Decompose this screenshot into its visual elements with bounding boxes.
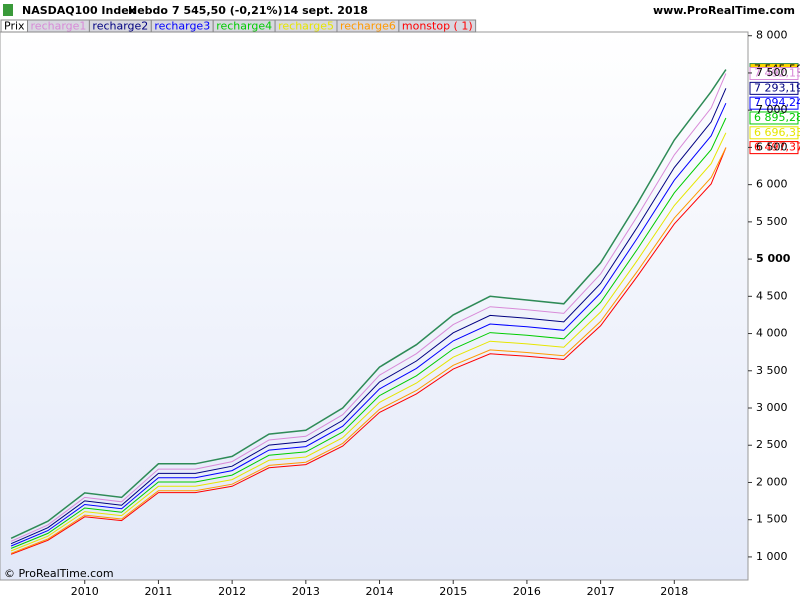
indicator-line (10, 132, 727, 552)
value-label: 6 895,28 (754, 111, 800, 124)
indicator-line (10, 117, 727, 549)
x-tick-label: 2014 (366, 585, 394, 598)
footer: © ProRealTime.com (4, 567, 114, 580)
header-date: 14 sept. 2018 (283, 4, 368, 17)
logo (3, 4, 13, 16)
x-tick-label: 2012 (218, 585, 246, 598)
indicator-line (10, 73, 727, 542)
legend-label: recharge3 (154, 20, 210, 33)
indicator-line (10, 88, 727, 545)
y-tick-label: 1 500 (756, 513, 788, 526)
value-label-box (749, 67, 799, 81)
x-tick-label: 2017 (587, 585, 615, 598)
y-tick-label: 4 500 (756, 289, 788, 302)
price-line (10, 69, 727, 539)
x-tick-label: 2013 (292, 585, 320, 598)
value-label: 6 497,37 (754, 141, 800, 154)
x-tick-label: 2011 (144, 585, 172, 598)
value-label: 7 293,19 (754, 81, 800, 94)
legend-label: recharge6 (340, 20, 396, 33)
y-tick-label: 7 000 (756, 103, 788, 116)
legend-label: recharge4 (216, 20, 272, 33)
header-source: www.ProRealTime.com (653, 4, 795, 17)
legend-label: Prix (4, 20, 25, 33)
value-label: 7 094,24 (754, 96, 800, 109)
legend-label: recharge1 (31, 20, 87, 33)
y-tick-label: 3 000 (756, 401, 788, 414)
x-tick-label: 2018 (660, 585, 688, 598)
y-tick-label: 6 500 (756, 140, 788, 153)
value-label: 7 492,15 (754, 67, 800, 80)
indicator-line (10, 147, 727, 554)
legend: Prix recharge1 recharge2 recharge3 recharge4… (0, 19, 477, 33)
value-label: 6 696,33 (754, 126, 800, 139)
y-tick-label: 6 000 (756, 178, 788, 191)
legend-label: monstop ( 1) (402, 20, 473, 33)
y-tick-label: 2 500 (756, 438, 788, 451)
y-tick-label: 4 000 (756, 327, 788, 340)
marks: 7 545,507 492,157 293,197 094,246 895,28… (10, 63, 800, 555)
value-label-box (749, 81, 799, 95)
legend-label: recharge2 (92, 20, 148, 33)
indicator-line (10, 147, 727, 555)
x-tick-label: 2015 (439, 585, 467, 598)
value-label-box (749, 126, 799, 140)
x-tick-label: 2010 (71, 585, 99, 598)
legend-label: recharge5 (278, 20, 334, 33)
value-label-box (749, 111, 799, 125)
y-tick-label: 1 000 (756, 550, 788, 563)
header-period: Hebdo (128, 4, 168, 17)
legend-box (398, 19, 477, 33)
y-tick-label: 5 000 (756, 252, 791, 265)
header-title: NASDAQ100 Index (22, 4, 136, 17)
plot-area (0, 31, 749, 581)
indicator-line (10, 102, 727, 547)
y-tick-label: 3 500 (756, 364, 788, 377)
value-label-box (749, 96, 799, 110)
y-tick-label: 2 000 (756, 475, 788, 488)
x-tick-label: 2016 (513, 585, 541, 598)
header-last: 7 545,50 (-0,21%) (172, 4, 283, 17)
y-tick-label: 5 500 (756, 215, 788, 228)
y-tick-label: 7 500 (756, 66, 788, 79)
y-tick-label: 8 000 (756, 29, 788, 42)
